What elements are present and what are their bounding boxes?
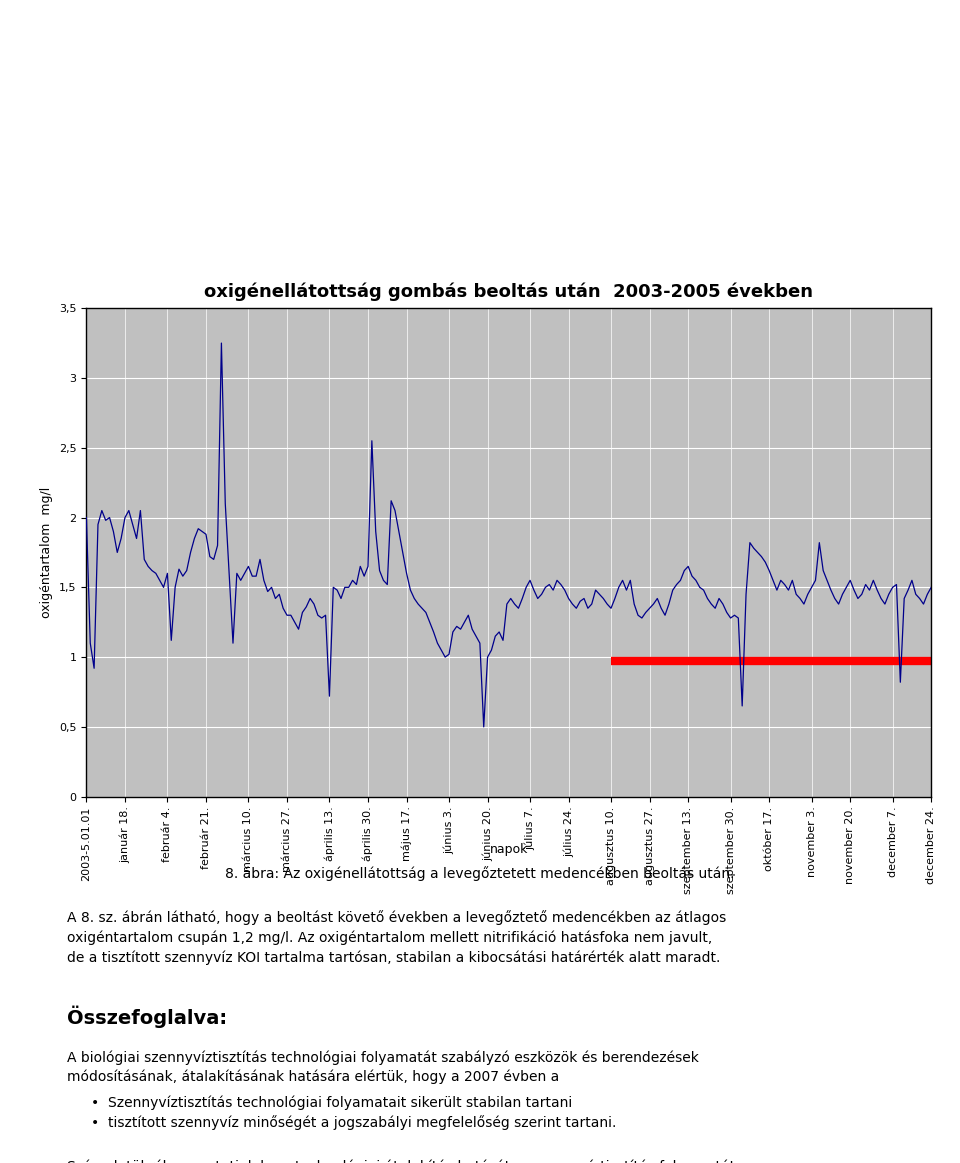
Text: oxigéntartalom csupán 1,2 mg/l. Az oxigéntartalom mellett nitrifikáció hatásfoka: oxigéntartalom csupán 1,2 mg/l. Az oxigé… [67, 930, 712, 944]
Text: módosításának, átalakításának hatására elértük, hogy a 2007 évben a: módosításának, átalakításának hatására e… [67, 1070, 560, 1084]
Text: napok: napok [490, 843, 528, 856]
Text: A 8. sz. ábrán látható, hogy a beoltást követő években a levegőztető medencékben: A 8. sz. ábrán látható, hogy a beoltást … [67, 911, 727, 926]
Text: •  tisztított szennyvíz minőségét a jogszabályi megfelelőség szerint tartani.: • tisztított szennyvíz minőségét a jogsz… [91, 1115, 616, 1130]
Text: A biológiai szennyvíztisztítás technológiai folyamatát szabályzó eszközök és ber: A biológiai szennyvíztisztítás technológ… [67, 1050, 699, 1064]
Title: oxigénellátottság gombás beoltás után  2003-2005 években: oxigénellátottság gombás beoltás után 20… [204, 283, 813, 301]
Text: de a tisztított szennyvíz KOI tartalma tartósan, stabilan a kibocsátási határért: de a tisztított szennyvíz KOI tartalma t… [67, 950, 721, 964]
Text: Összefoglalva:: Összefoglalva: [67, 1006, 228, 1028]
Text: •  Szennyvíztisztítás technológiai folyamatait sikerült stabilan tartani: • Szennyvíztisztítás technológiai folyam… [91, 1096, 572, 1110]
Y-axis label: oxigéntartalom  mg/l: oxigéntartalom mg/l [40, 487, 54, 618]
Text: Számok tükrében mutatjuk be a technológiai átalakítás hatását, a szennyvíztisztí: Számok tükrében mutatjuk be a technológi… [67, 1160, 735, 1163]
Text: 8. ábra: Az oxigénellátottság a levegőztetett medencékben beoltás után.: 8. ábra: Az oxigénellátottság a levegőzt… [226, 866, 734, 882]
